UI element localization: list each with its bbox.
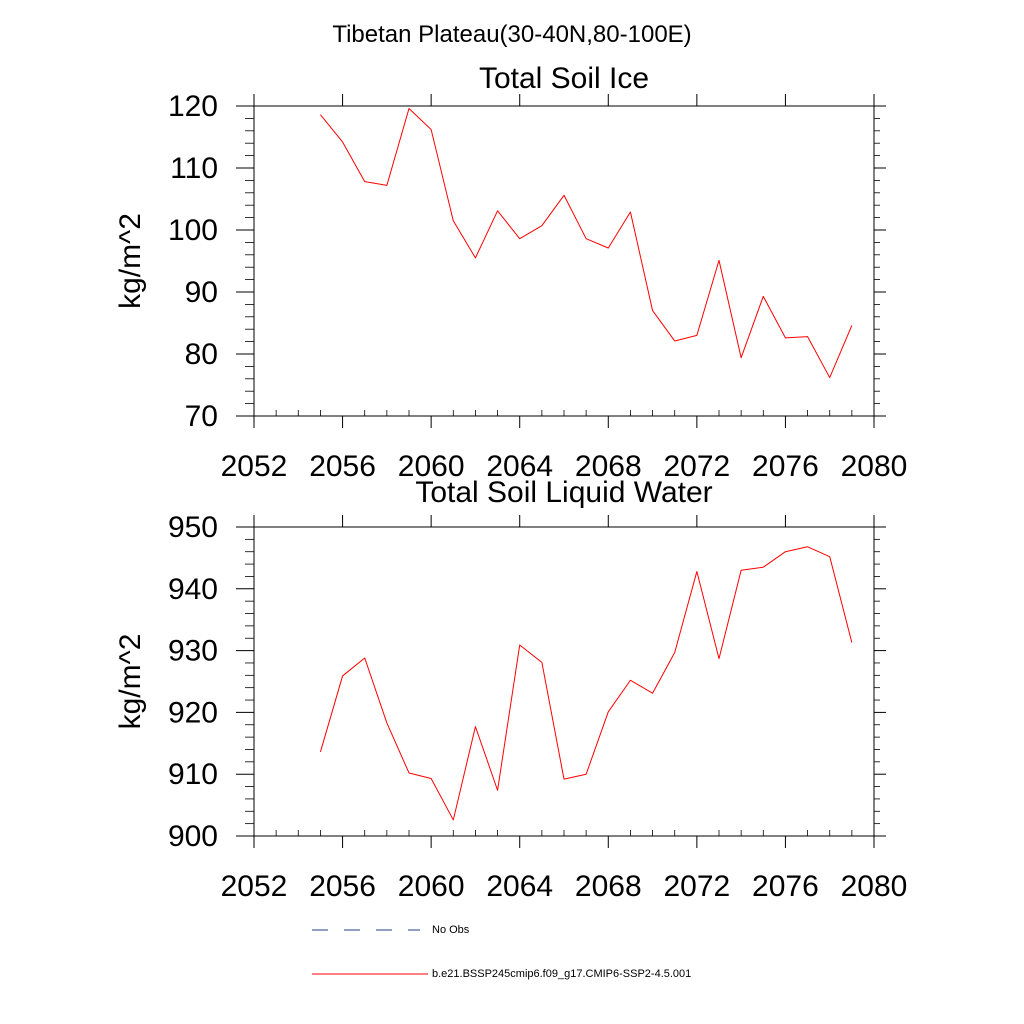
y-tick-label: 110 [170, 152, 218, 185]
y-tick-label: 70 [185, 400, 218, 433]
x-tick-label: 2072 [663, 450, 730, 483]
x-tick-label: 2080 [841, 450, 908, 483]
panel-title: Total Soil Ice [479, 62, 649, 95]
series-line [319, 546, 853, 821]
x-tick-label: 2052 [221, 450, 288, 483]
x-tick-label: 2056 [309, 870, 376, 903]
y-tick-label: 90 [185, 276, 218, 309]
plot-frame [253, 105, 875, 417]
x-tick-label: 2076 [752, 870, 819, 903]
y-axis-label: kg/m^2 [114, 213, 147, 309]
y-axis-label: kg/m^2 [114, 634, 147, 730]
y-tick-label: 920 [168, 696, 218, 729]
x-tick-label: 2068 [575, 870, 642, 903]
y-tick-label: 940 [168, 573, 218, 606]
y-tick-label: 80 [185, 338, 218, 371]
x-tick-label: 2060 [398, 870, 465, 903]
x-tick-label: 2056 [309, 450, 376, 483]
plot-frame [253, 526, 875, 837]
legend-model-label: b.e21.BSSP245cmip6.f09_g17.CMIP6-SSP2-4.… [432, 968, 691, 980]
x-tick-label: 2076 [752, 450, 819, 483]
panel-total-soil-ice: Total Soil Ice kg/m^2 2052 2056 2060 2064 2068… [114, 62, 907, 483]
legend-obs-label: No Obs [432, 924, 470, 936]
y-tick-label: 100 [168, 214, 218, 247]
panel-title: Total Soil Liquid Water [415, 476, 712, 509]
x-tick-label: 2064 [486, 450, 553, 483]
y-tick-label: 120 [168, 90, 218, 123]
x-tick-label: 2080 [841, 870, 908, 903]
panel-total-soil-liquid-water: Total Soil Liquid Water kg/m^2 2052 2056 206… [114, 476, 907, 903]
x-tick-label: 2072 [663, 870, 730, 903]
series-line [320, 107, 853, 379]
x-tick-label: 2064 [486, 870, 553, 903]
x-tick-label: 2060 [398, 450, 465, 483]
legend: No Obs b.e21.BSSP245cmip6.f09_g17.CMIP6-… [312, 924, 691, 980]
y-tick-label: 910 [168, 758, 218, 791]
figure-title: Tibetan Plateau(30-40N,80-100E) [332, 21, 691, 48]
x-tick-label: 2052 [221, 870, 288, 903]
x-tick-label: 2068 [575, 450, 642, 483]
y-tick-label: 950 [168, 511, 218, 544]
y-tick-label: 930 [168, 635, 218, 668]
y-tick-label: 900 [168, 820, 218, 853]
